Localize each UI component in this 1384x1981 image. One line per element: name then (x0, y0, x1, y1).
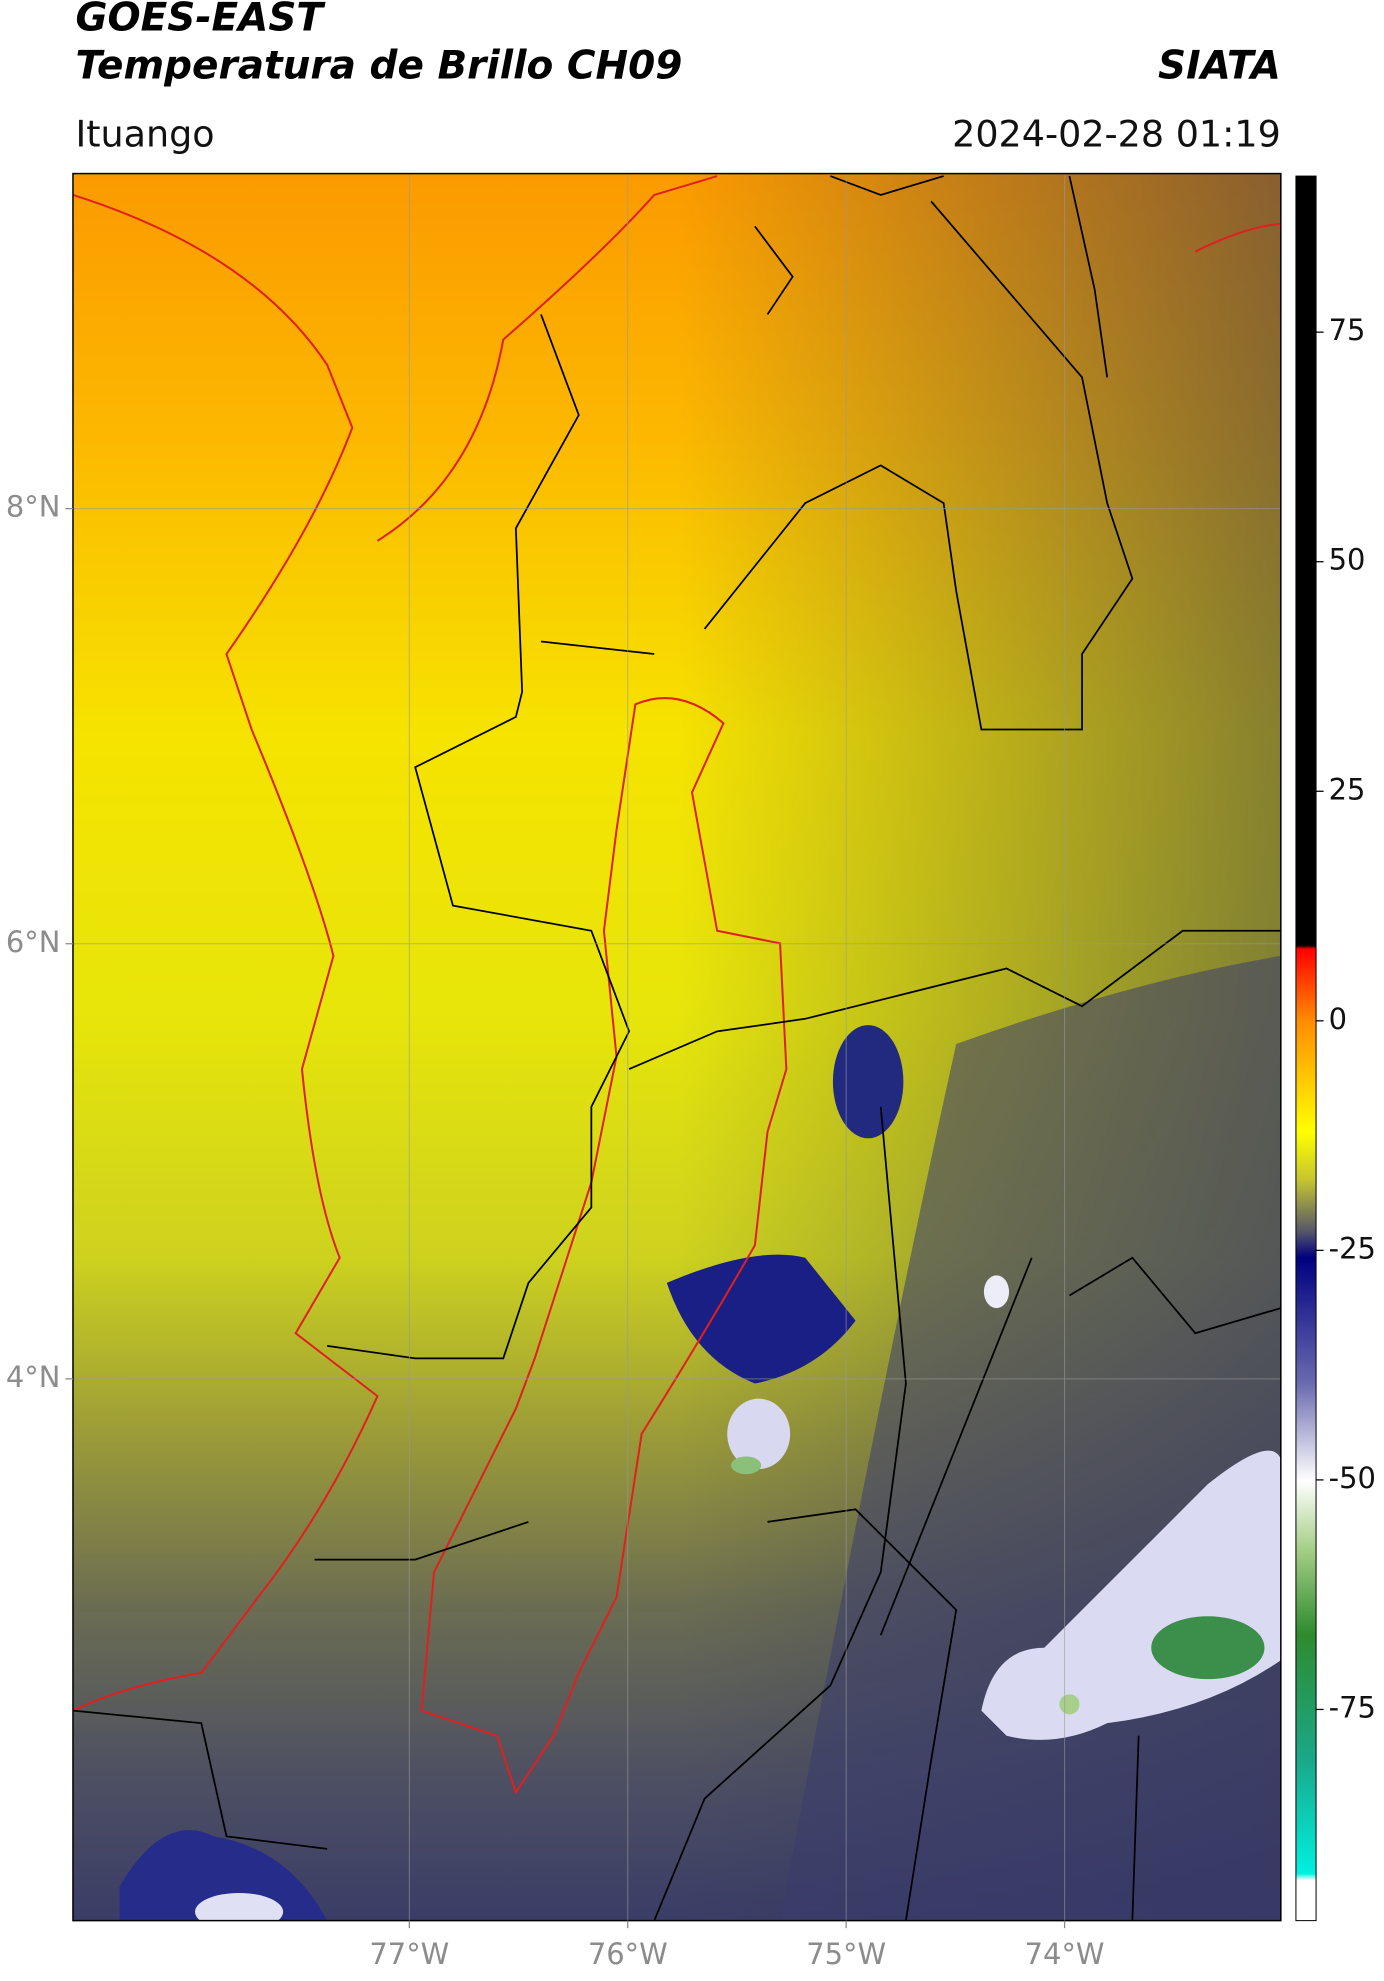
colorbar-tick-label: 0 (1329, 1002, 1347, 1036)
colorbar-tick-label: 75 (1329, 313, 1366, 347)
datetime: 2024-02-28 01:19 (952, 112, 1281, 155)
cold-cloud (119, 1830, 328, 1921)
source: SIATA (1158, 43, 1281, 88)
map (72, 173, 1281, 1921)
colorbar-tick-label: -25 (1329, 1231, 1376, 1265)
coastline (72, 193, 379, 1712)
colorbar-tick-label: 50 (1329, 543, 1366, 577)
colorbar-tick-label: 25 (1329, 772, 1366, 806)
cold-cloud (1059, 1694, 1080, 1715)
cold-cloud (983, 1275, 1010, 1309)
y-tick-label: 6°N (6, 925, 61, 959)
x-tick-label: 75°W (806, 1937, 886, 1971)
basin-outline (420, 697, 788, 1795)
map-frame (72, 172, 1282, 1922)
colorbar (1295, 175, 1317, 1922)
cold-cloud (731, 1456, 762, 1475)
y-tick-label: 8°N (6, 490, 61, 524)
boundary (72, 200, 1281, 1921)
y-tick-label: 4°N (6, 1360, 61, 1394)
subtitle: Temperatura de Brillo CH09 (75, 43, 682, 88)
colorbar-tick-label: -75 (1329, 1690, 1376, 1724)
cold-cloud (195, 1892, 284, 1921)
cold-cloud (666, 1254, 856, 1384)
colorbar-tick-label: -50 (1329, 1461, 1376, 1495)
title: GOES-EAST (75, 0, 326, 41)
x-tick-label: 77°W (369, 1937, 449, 1971)
boundary (754, 175, 1109, 378)
cold-cloud (727, 1398, 791, 1470)
coastline (376, 175, 1281, 542)
x-tick-label: 74°W (1025, 1937, 1105, 1971)
x-tick-label: 76°W (588, 1937, 668, 1971)
location: Ituango (75, 112, 214, 155)
cold-cloud (1151, 1616, 1265, 1680)
cold-cloud (832, 1025, 904, 1139)
